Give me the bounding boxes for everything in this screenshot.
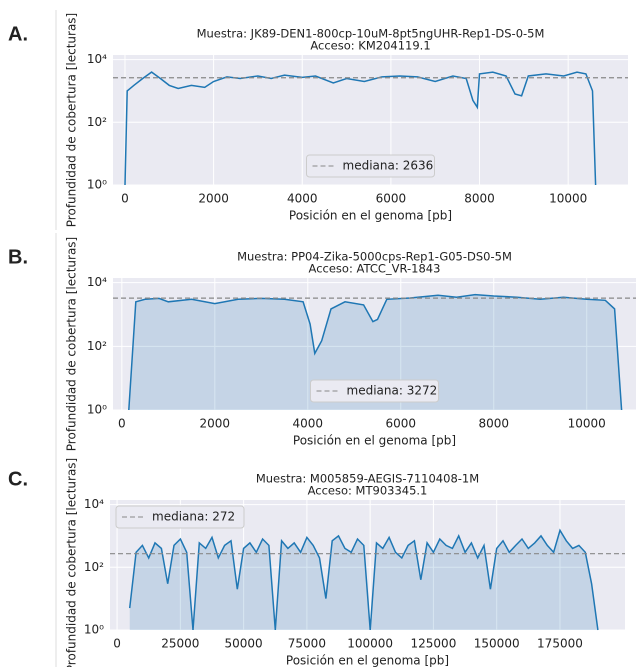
x-tick-label: 8000	[478, 417, 509, 431]
y-tick-label: 10⁰	[84, 623, 104, 637]
y-axis-label: Profundidad de cobertura [lecturas]	[65, 237, 79, 451]
legend-label: mediana: 2636	[343, 159, 434, 173]
x-tick-label: 2000	[198, 192, 229, 206]
chart-title: Muestra: JK89-DEN1-800cp-10uM-8pt5ngUHR-…	[197, 27, 545, 41]
x-tick-label: 25000	[161, 637, 199, 651]
y-axis-label: Profundidad de cobertura [lecturas]	[65, 458, 79, 667]
panel-label: A.	[8, 23, 28, 45]
y-tick-label: 10⁴	[87, 275, 107, 289]
x-tick-label: 8000	[464, 192, 495, 206]
coverage-line	[128, 528, 599, 631]
coverage-line	[124, 71, 597, 186]
chart-subtitle: Acceso: ATCC_VR-1843	[309, 262, 441, 276]
y-tick-label: 10²	[87, 115, 107, 129]
y-tick-label: 10²	[87, 339, 107, 353]
y-tick-label: 10²	[84, 560, 104, 574]
chart-subtitle: Acceso: KM204119.1	[310, 39, 430, 53]
x-tick-label: 150000	[474, 637, 520, 651]
x-tick-label: 4000	[293, 417, 324, 431]
y-tick-label: 10⁴	[87, 52, 107, 66]
legend-box	[306, 154, 435, 178]
legend-label: mediana: 272	[152, 510, 235, 524]
legend-label: mediana: 3272	[347, 384, 438, 398]
x-tick-label: 0	[118, 417, 126, 431]
x-axis-label: Posición en el genoma [pb]	[289, 209, 452, 223]
x-tick-label: 10000	[568, 417, 606, 431]
x-tick-label: 4000	[287, 192, 318, 206]
y-tick-label: 10⁰	[87, 178, 107, 192]
x-tick-label: 100000	[347, 637, 393, 651]
y-tick-label: 10⁴	[84, 497, 104, 511]
chart-title: Muestra: PP04-Zika-5000cps-Rep1-G05-DS0-…	[237, 250, 512, 264]
area	[129, 530, 598, 630]
x-tick-label: 0	[121, 192, 129, 206]
panel-label: C.	[8, 468, 28, 490]
legend-box	[115, 505, 245, 529]
x-tick-label: 75000	[288, 637, 326, 651]
x-tick-label: 125000	[411, 637, 457, 651]
coverage-line	[128, 293, 623, 411]
y-tick-label: 10⁰	[87, 403, 107, 417]
x-tick-label: 6000	[385, 417, 416, 431]
x-tick-label: 10000	[549, 192, 587, 206]
x-axis-label: Posición en el genoma [pb]	[293, 434, 456, 448]
x-axis-label: Posición en el genoma [pb]	[286, 654, 449, 667]
area	[128, 294, 622, 410]
x-tick-label: 2000	[200, 417, 231, 431]
chart-subtitle: Acceso: MT903345.1	[308, 484, 428, 498]
chart-title: Muestra: M005859-AEGIS-7110408-1M	[256, 472, 479, 486]
x-tick-label: 175000	[537, 637, 583, 651]
panel-label: B.	[8, 246, 28, 268]
x-tick-label: 6000	[376, 192, 407, 206]
y-axis-label: Profundidad de cobertura [lecturas]	[65, 13, 79, 227]
x-tick-label: 0	[113, 637, 121, 651]
x-tick-label: 50000	[225, 637, 263, 651]
legend-box	[310, 379, 439, 403]
